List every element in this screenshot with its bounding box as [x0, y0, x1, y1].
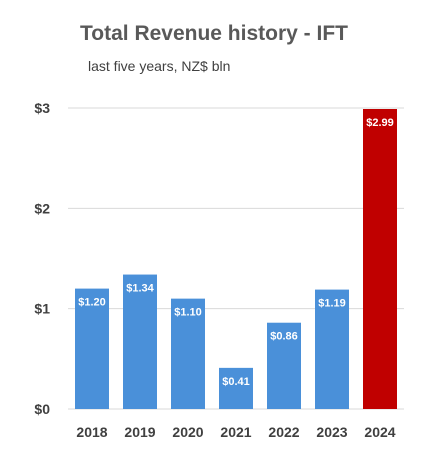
- data-label-2019: $1.34: [126, 283, 154, 295]
- data-label-2020: $1.10: [174, 307, 202, 319]
- data-label-2018: $1.20: [78, 297, 106, 309]
- chart-subtitle: last five years, NZ$ bln: [88, 58, 231, 74]
- bar-2024: [363, 109, 397, 410]
- data-label-2022: $0.86: [270, 331, 298, 343]
- bar-2018: [75, 288, 109, 409]
- y-tick-label: $3: [34, 100, 50, 116]
- x-tick-label-2022: 2022: [268, 424, 299, 440]
- x-tick-label-2023: 2023: [316, 424, 347, 440]
- data-label-2024: $2.99: [366, 117, 394, 129]
- x-tick-label-2018: 2018: [76, 424, 107, 440]
- bar-2019: [123, 274, 157, 409]
- x-tick-label-2020: 2020: [172, 424, 203, 440]
- chart-title: Total Revenue history - IFT: [80, 22, 348, 45]
- data-label-2023: $1.19: [318, 298, 346, 310]
- x-tick-label-2021: 2021: [220, 424, 251, 440]
- bar-2020: [171, 298, 205, 409]
- bar-2023: [315, 289, 349, 409]
- x-tick-label-2024: 2024: [364, 424, 395, 440]
- y-tick-label: $2: [34, 200, 50, 216]
- x-tick-label-2019: 2019: [124, 424, 155, 440]
- data-label-2021: $0.41: [222, 376, 250, 388]
- y-tick-label: $0: [34, 401, 50, 417]
- bar-2022: [267, 322, 301, 409]
- y-tick-label: $1: [34, 301, 50, 317]
- bar-2021: [219, 367, 253, 409]
